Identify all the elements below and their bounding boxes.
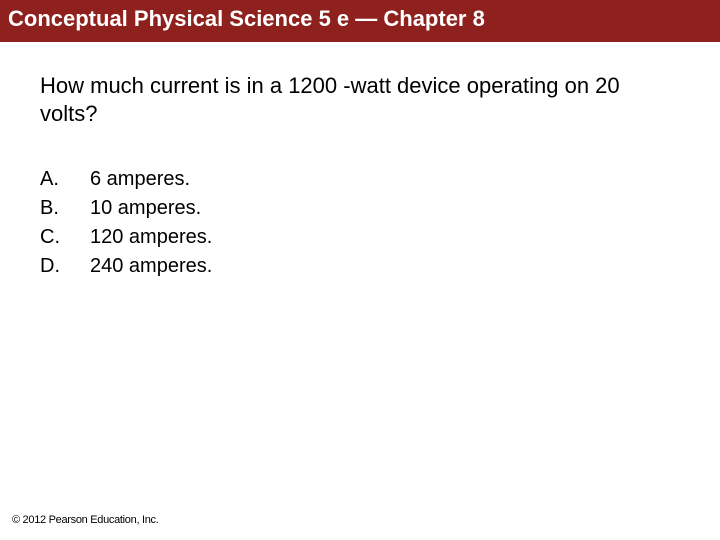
option-text: 240 amperes.: [90, 252, 212, 281]
option-text: 120 amperes.: [90, 223, 212, 252]
option-label: B.: [40, 194, 90, 223]
option-text: 10 amperes.: [90, 194, 212, 223]
option-texts-column: 6 amperes. 10 amperes. 120 amperes. 240 …: [90, 165, 212, 281]
option-label: A.: [40, 165, 90, 194]
option-text: 6 amperes.: [90, 165, 212, 194]
slide-content: How much current is in a 1200 -watt devi…: [0, 42, 720, 281]
option-label: D.: [40, 252, 90, 281]
copyright-footer: © 2012 Pearson Education, Inc.: [12, 514, 158, 526]
options-block: A. B. C. D. 6 amperes. 10 amperes. 120 a…: [40, 165, 680, 281]
question-text: How much current is in a 1200 -watt devi…: [40, 72, 680, 127]
option-labels-column: A. B. C. D.: [40, 165, 90, 281]
slide-header: Conceptual Physical Science 5 e — Chapte…: [0, 0, 720, 42]
header-title: Conceptual Physical Science 5 e — Chapte…: [8, 6, 485, 31]
option-label: C.: [40, 223, 90, 252]
